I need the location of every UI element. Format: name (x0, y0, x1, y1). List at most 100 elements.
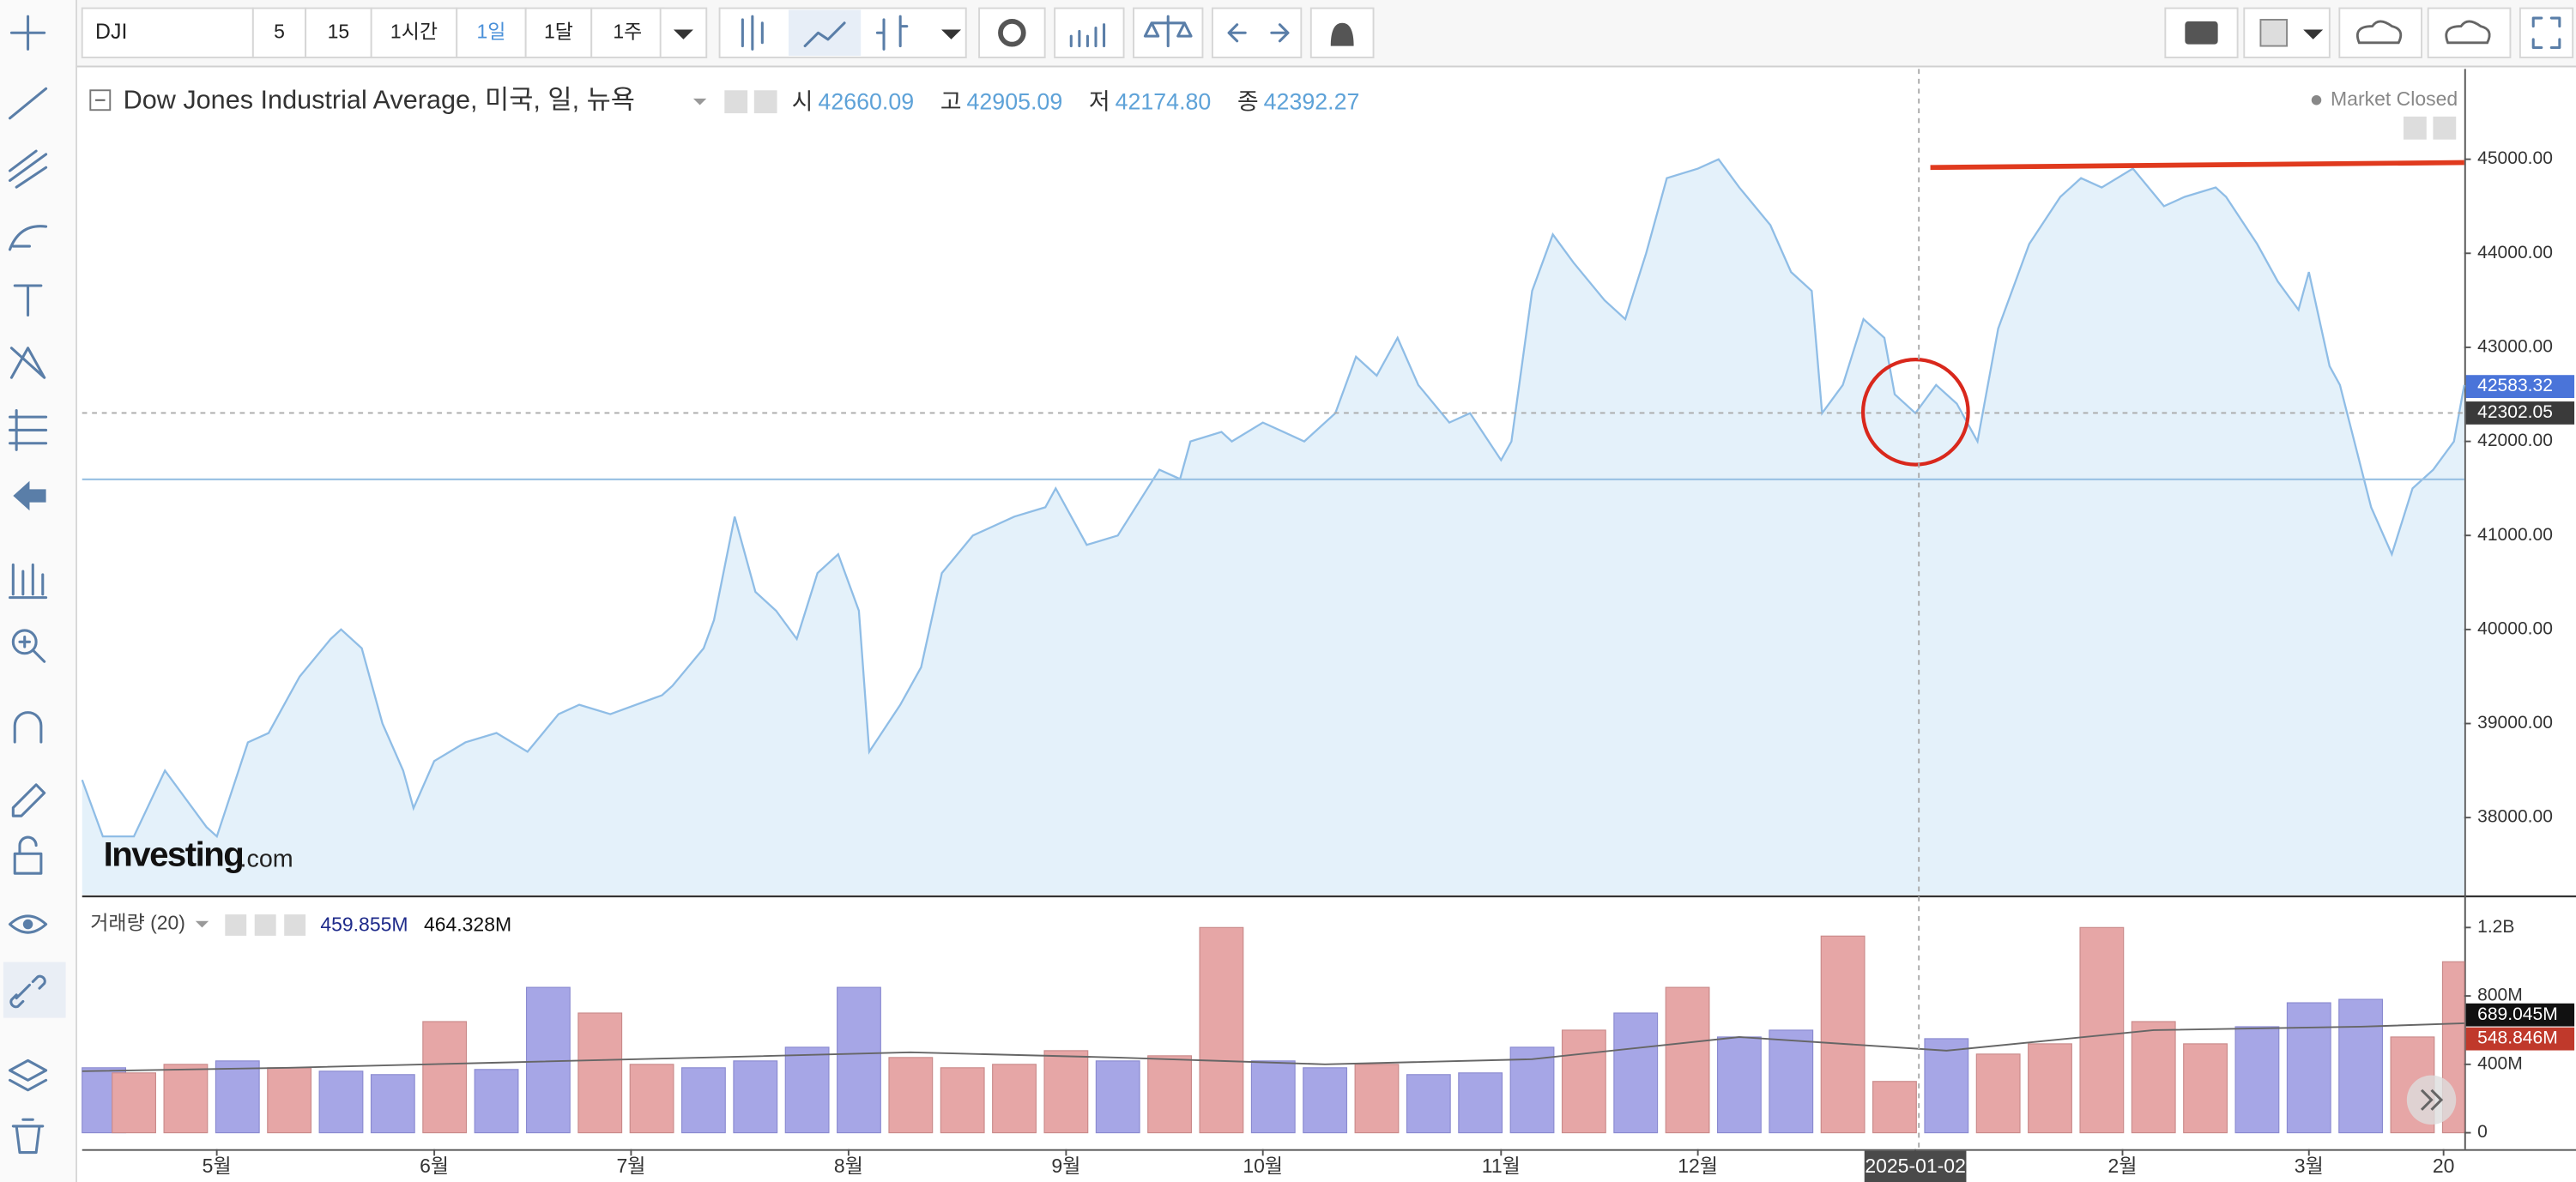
magnet-tool[interactable] (13, 711, 43, 744)
volume-bar (1095, 1060, 1140, 1134)
gear-icon (998, 19, 1026, 47)
volume-bar (525, 986, 571, 1134)
unlock-tool[interactable] (13, 835, 43, 875)
brush-tool[interactable] (8, 225, 48, 251)
price-label-text: 42583.32 (2477, 376, 2553, 395)
interval-btn[interactable] (305, 7, 372, 58)
zoom-tool[interactable] (11, 629, 38, 655)
volume-ma-line (82, 1022, 2464, 1072)
fib-tool[interactable] (8, 149, 48, 189)
eye-btn[interactable] (724, 90, 748, 114)
volume-bar (2338, 998, 2384, 1134)
x-tick-label: 8월 (834, 1155, 863, 1177)
chart-tool[interactable] (8, 563, 48, 600)
caret (673, 29, 693, 39)
volume-bar (1406, 1074, 1451, 1134)
bell-icon (1330, 22, 1354, 46)
measure-tool[interactable] (8, 408, 48, 451)
settings-btn[interactable] (978, 7, 1046, 58)
remove-btn[interactable] (284, 914, 306, 936)
fullscreen-icon (2531, 16, 2561, 50)
symbol-box[interactable] (81, 7, 254, 58)
volume-bar (992, 1064, 1037, 1134)
volume-bar (370, 1074, 415, 1134)
price-area (82, 159, 2464, 896)
active-chart-type[interactable] (788, 9, 862, 57)
volume-bar (1924, 1038, 1969, 1134)
y-tick-label: 400M (2477, 1053, 2523, 1073)
y-tick-label: 45000.00 (2477, 148, 2553, 168)
volume-bar (1975, 1053, 2021, 1134)
interval-btn[interactable] (370, 7, 458, 58)
redo-icon[interactable] (1270, 23, 1290, 43)
interval-btn[interactable] (524, 7, 593, 58)
active-tool-bg (3, 962, 66, 1018)
ohlc-label: 시 (792, 89, 813, 115)
volume-bar (1561, 1029, 1606, 1134)
trend-drawing[interactable] (1930, 160, 2464, 171)
volume-bar (422, 1021, 468, 1134)
volume-bar (1043, 1050, 1089, 1134)
interval-label: 1달 (544, 20, 573, 42)
layers-tool[interactable] (8, 1058, 48, 1092)
ohlc-value: 42174.80 (1116, 89, 1212, 115)
volume-bar (681, 1067, 726, 1134)
candle-icon[interactable] (741, 15, 764, 51)
price-label-text: 548.846M (2477, 1028, 2558, 1048)
x-tick-label: 20 (2433, 1155, 2455, 1177)
bar-icon[interactable] (875, 15, 909, 51)
y-tick-label: 42000.00 (2477, 431, 2553, 450)
market-status: Market Closed (2331, 87, 2458, 110)
y-tick-label: 41000.00 (2477, 525, 2553, 545)
y-tick-label: 1.2B (2477, 917, 2514, 937)
x-tick-label: 12월 (1678, 1155, 1718, 1177)
scroll-right-icon (2420, 1089, 2444, 1111)
volume-bar (318, 1070, 364, 1134)
ohlc-value: 42905.09 (967, 89, 1063, 115)
save-btn[interactable] (2427, 7, 2512, 58)
back-tool[interactable] (13, 480, 46, 511)
indicators-btn[interactable] (1054, 7, 1125, 58)
volume-bar (2131, 1021, 2176, 1134)
symbol: DJI (95, 20, 127, 44)
x-tick-label: 7월 (616, 1155, 645, 1177)
visibility-tool[interactable] (8, 914, 48, 934)
volume-bar (1872, 1081, 1917, 1134)
settings-mini-btn[interactable] (254, 914, 276, 936)
undo-icon[interactable] (1227, 23, 1247, 43)
y-tick-label: 40000.00 (2477, 618, 2553, 638)
link-tool[interactable] (9, 974, 46, 1009)
ohlc-value: 42392.27 (1264, 89, 1360, 115)
caret (692, 98, 707, 106)
volume-bar (2079, 926, 2125, 1134)
area-icon[interactable] (803, 21, 846, 48)
x-tick-label: 10월 (1243, 1155, 1283, 1177)
lock-draw-tool[interactable] (11, 783, 46, 817)
settings-mini-btn[interactable] (753, 90, 777, 114)
load-btn[interactable] (2338, 7, 2422, 58)
text-tool[interactable] (13, 284, 43, 317)
volume-bar (888, 1057, 934, 1134)
volume-bar (1303, 1067, 1348, 1134)
interval-label: 5 (274, 20, 285, 42)
crosshair-tool[interactable] (9, 15, 46, 51)
trendline-tool[interactable] (8, 87, 48, 120)
y-tick-label: 39000.00 (2477, 713, 2553, 733)
volume-bar (1665, 986, 1710, 1134)
interval-btn[interactable] (251, 7, 307, 58)
eye-btn[interactable] (225, 914, 247, 936)
price-label-box (2465, 1027, 2575, 1051)
scale-btn[interactable] (2433, 116, 2457, 140)
circle-drawing[interactable] (1860, 358, 1970, 467)
cloud-up-icon (2445, 20, 2491, 45)
volume-bar (1820, 935, 1865, 1134)
interval-label: 1일 (476, 20, 505, 42)
x-tick-label: 6월 (420, 1155, 449, 1177)
fullscreen-btn[interactable] (2519, 7, 2574, 58)
delete-tool[interactable] (11, 1118, 45, 1155)
pattern-tool[interactable] (9, 347, 46, 379)
volume-bar (267, 1067, 312, 1134)
scroll-btn[interactable] (2403, 116, 2427, 140)
theme-icon (2259, 19, 2288, 47)
